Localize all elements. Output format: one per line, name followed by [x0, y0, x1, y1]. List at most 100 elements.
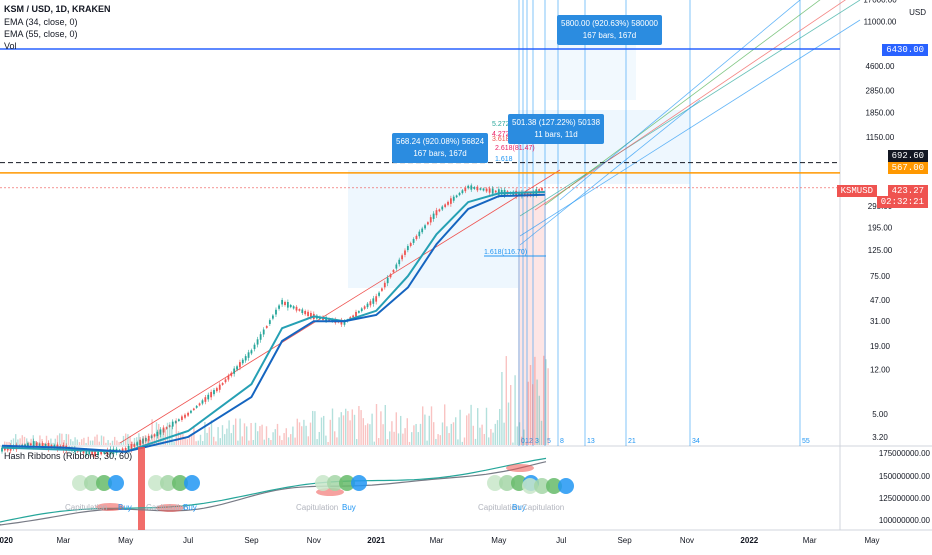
- candle-body: [355, 311, 357, 317]
- volume-bar: [162, 429, 164, 445]
- price-axis-label: 75.00: [870, 272, 891, 281]
- volume-bar: [153, 435, 155, 445]
- volume-bar: [158, 423, 160, 445]
- candle-body: [187, 412, 189, 416]
- volume-bar: [219, 438, 221, 445]
- volume-bar: [351, 409, 353, 445]
- candle-body: [44, 444, 47, 447]
- volume-bar: [48, 442, 50, 445]
- volume-bar: [21, 435, 23, 445]
- volume-bar: [15, 434, 17, 445]
- volume-bar: [450, 423, 452, 445]
- volume-bar: [532, 384, 534, 445]
- candle-body: [1, 447, 3, 452]
- time-axis-label: 2020: [0, 536, 13, 545]
- volume-bar: [316, 439, 318, 445]
- volume-bar: [175, 418, 177, 445]
- volume-bar: [243, 423, 246, 445]
- candle-body: [520, 191, 523, 197]
- volume-bar: [76, 439, 78, 445]
- candle-body: [233, 368, 236, 374]
- fib-time-label: 55: [802, 438, 810, 445]
- volume-bar: [232, 424, 235, 445]
- price-axis-label: 17000.00: [863, 0, 897, 4]
- ribbon-dot: [522, 478, 538, 494]
- candle-body: [298, 309, 301, 311]
- capitulation-blob: [156, 504, 184, 512]
- volume-bar: [193, 425, 195, 445]
- candle-body: [177, 419, 180, 422]
- candle-body: [295, 306, 298, 311]
- volume-bar: [496, 420, 499, 445]
- volume-bar: [538, 395, 540, 445]
- time-axis-label: Mar: [430, 536, 444, 545]
- volume-bar: [540, 420, 543, 445]
- volume-bar: [323, 415, 325, 445]
- candle-body: [284, 301, 286, 305]
- price-axis-label: 3.20: [872, 433, 888, 442]
- candle-body: [190, 410, 192, 413]
- volume-bar: [466, 415, 468, 445]
- fib-level-label: 1.618: [495, 156, 513, 163]
- ribbon-dot: [558, 478, 574, 494]
- channel-line: [559, 0, 801, 201]
- volume-bar: [85, 442, 87, 445]
- volume-bar: [439, 435, 441, 445]
- volume-bar: [364, 425, 367, 445]
- volume-bar: [373, 441, 375, 445]
- volume-bar: [419, 423, 422, 445]
- volume-bar: [444, 404, 446, 445]
- volume-bar: [492, 432, 494, 445]
- volume-bar: [241, 436, 243, 445]
- ribbon-axis-label: 175000000.00: [879, 449, 931, 458]
- candle-body: [241, 359, 244, 364]
- volume-bar: [125, 433, 127, 445]
- volume-bar: [329, 419, 331, 445]
- volume-bar: [274, 429, 276, 445]
- volume-bar: [413, 425, 415, 445]
- volume-bar: [94, 436, 96, 445]
- candle-body: [106, 449, 109, 455]
- volume-bar: [235, 418, 237, 445]
- candle-body: [395, 264, 398, 269]
- volume-bar: [136, 437, 138, 445]
- candle-body: [227, 375, 230, 380]
- volume-bar: [296, 418, 298, 445]
- volume-bar: [437, 434, 439, 445]
- fib-level-label: 5.272: [492, 121, 510, 128]
- time-axis-label: Sep: [244, 536, 259, 545]
- volume-bar: [336, 437, 338, 445]
- volume-bar: [45, 435, 48, 445]
- volume-bar: [422, 406, 424, 445]
- volume-bar: [6, 441, 8, 445]
- candle-body: [310, 312, 312, 318]
- fib-time-label: 21: [628, 438, 636, 445]
- volume-bar: [26, 438, 28, 445]
- volume-bar: [512, 442, 514, 445]
- price-axis-label: 12.00: [870, 366, 891, 375]
- volume-bar: [448, 433, 450, 445]
- price-axis-label: 5.00: [872, 410, 888, 419]
- volume-bar: [43, 442, 45, 445]
- volume-bar: [309, 422, 312, 445]
- candle-body: [476, 186, 479, 191]
- candle-body: [452, 196, 455, 201]
- volume-bar: [81, 439, 83, 445]
- candle-body: [174, 421, 177, 424]
- candle-body: [97, 451, 99, 456]
- candle-body: [523, 192, 526, 196]
- volume-bar: [83, 437, 85, 445]
- candle-body: [100, 451, 103, 455]
- candle-body: [272, 315, 274, 319]
- volume-bar: [340, 412, 342, 445]
- candle-body: [230, 372, 233, 376]
- volume-bar: [408, 441, 411, 445]
- volume-bar: [54, 438, 56, 445]
- volume-bar: [208, 427, 210, 445]
- candle-body: [213, 390, 215, 395]
- volume-bar: [334, 431, 336, 445]
- measure-box-2: 501.38 (127.22%) 50138 11 bars, 11d: [508, 114, 605, 144]
- candle-body: [153, 434, 156, 437]
